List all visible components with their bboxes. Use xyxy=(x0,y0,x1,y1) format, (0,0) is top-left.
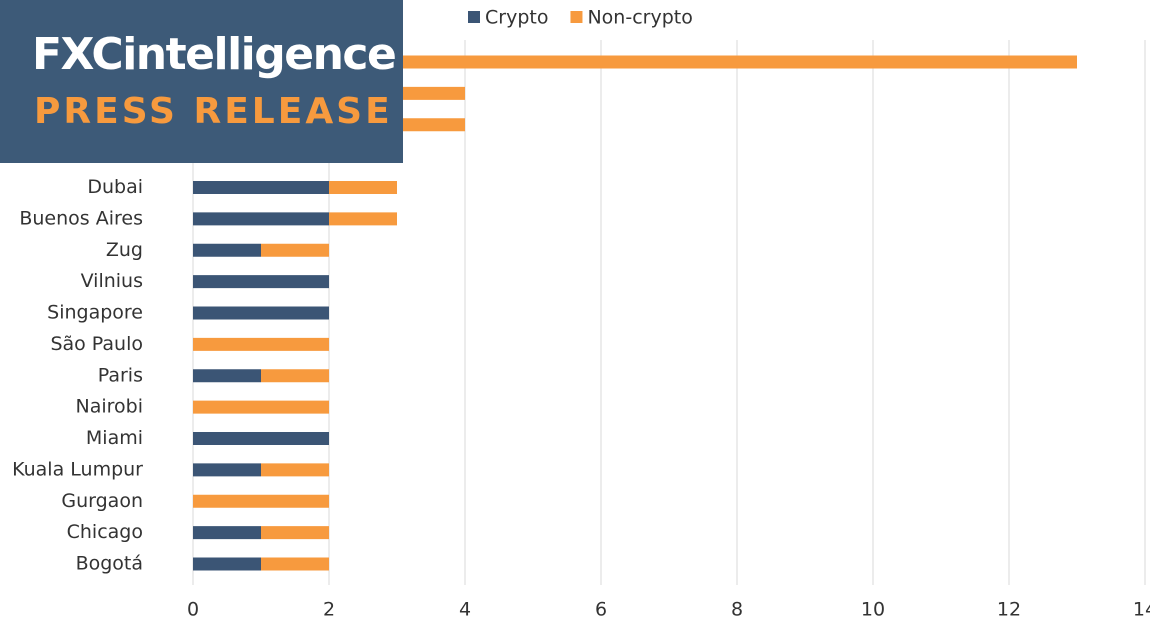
y-tick-label: Dubai xyxy=(87,176,143,198)
bar-segment xyxy=(193,337,329,351)
banner: FXCintelligence PRESS RELEASE xyxy=(0,0,403,163)
legend-swatch xyxy=(570,11,583,23)
bar-segment xyxy=(193,275,329,289)
y-tick-label: Zug xyxy=(106,239,143,261)
x-tick-label: 12 xyxy=(997,599,1021,621)
banner-tag: PRESS RELEASE xyxy=(34,91,393,132)
legend-swatch xyxy=(468,11,480,23)
bar-segment xyxy=(329,55,1077,69)
y-tick-label: Vilnius xyxy=(81,270,143,292)
bar-segment xyxy=(261,369,329,383)
x-tick-label: 2 xyxy=(323,599,335,621)
y-tick-label: Nairobi xyxy=(76,396,144,418)
x-tick-label: 6 xyxy=(595,599,607,621)
bar-segment xyxy=(193,181,329,194)
bar-segment xyxy=(193,494,329,508)
y-tick-label: Singapore xyxy=(47,302,143,324)
x-tick-label: 10 xyxy=(861,599,885,621)
x-tick-label: 4 xyxy=(459,599,471,621)
y-tick-label: Gurgaon xyxy=(61,490,143,512)
bar-segment xyxy=(261,463,329,477)
bar-segment xyxy=(329,212,397,226)
bar-segment xyxy=(193,306,329,320)
legend-label: Non-crypto xyxy=(587,7,692,29)
y-tick-label: Buenos Aires xyxy=(19,207,143,229)
bar-segment xyxy=(193,212,329,226)
bar-segment xyxy=(261,526,329,540)
y-tick-label: Kuala Lumpur xyxy=(12,458,143,480)
x-tick-label: 14 xyxy=(1133,599,1150,621)
bar-segment xyxy=(193,369,261,383)
brand: FXCintelligence xyxy=(32,29,395,80)
x-tick-label: 0 xyxy=(187,599,199,621)
bar-segment xyxy=(193,557,261,571)
bar-segment xyxy=(193,526,261,540)
y-tick-label: Chicago xyxy=(67,521,143,543)
bar-segment xyxy=(261,557,329,571)
bar-segment xyxy=(329,181,397,194)
legend-label: Crypto xyxy=(485,7,548,29)
y-tick-label: Bogotá xyxy=(76,553,143,575)
y-tick-label: Paris xyxy=(98,364,143,386)
y-tick-label: São Paulo xyxy=(50,333,143,355)
y-tick-label: Miami xyxy=(86,427,143,449)
x-tick-label: 8 xyxy=(731,599,743,621)
bar-segment xyxy=(193,432,329,445)
bar-segment xyxy=(193,463,261,477)
banner-background xyxy=(0,0,403,163)
bar-segment xyxy=(193,243,261,257)
bar-segment xyxy=(193,400,329,414)
bar-segment xyxy=(261,243,329,257)
